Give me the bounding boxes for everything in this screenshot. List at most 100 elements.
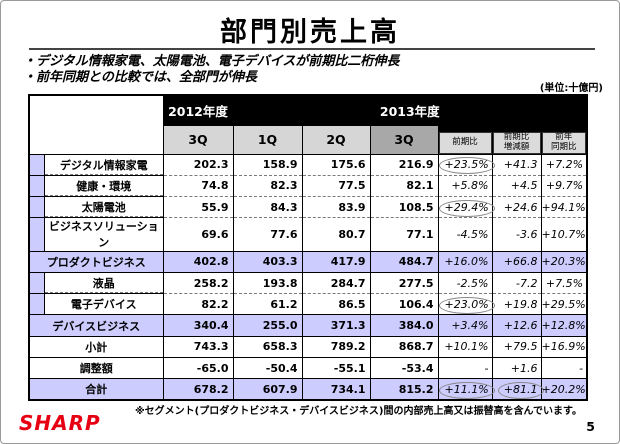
- row-label: 太陽電池: [28, 196, 164, 219]
- cell-2012-3q: 743.3: [162, 336, 234, 358]
- cell-qoq-diff: +81.1: [491, 378, 544, 401]
- cell-1q: -50.4: [232, 357, 303, 380]
- row-label: ビジネスソリューション: [28, 217, 164, 252]
- segment-sales-table: 2012年度 2013年度 3Q 1Q 2Q 3Q 前期比 前期比 増減額 前年…: [28, 94, 589, 401]
- footnote: ※セグメント(プロダクトビジネス・デバイスビジネス)間の内部売上高又は振替高を含…: [134, 406, 582, 417]
- cell-yoy: +20.2%: [540, 378, 588, 401]
- circle-highlight: +23.5%: [438, 157, 495, 175]
- cell-1q: 158.9: [232, 154, 303, 176]
- cell-qoq-diff: +12.6: [491, 314, 542, 337]
- cell-3q: 277.5: [369, 272, 439, 295]
- cell-3q: 815.2: [369, 378, 439, 401]
- row-business-solutions: ビジネスソリューション 69.6 77.6 80.7 77.1 -4.5% -3…: [28, 217, 588, 252]
- cell-yoy: +94.1%: [540, 196, 588, 219]
- cell-3q: 484.7: [369, 251, 439, 273]
- sharp-logo: SHARP: [19, 411, 101, 435]
- cell-1q: 658.3: [232, 336, 303, 358]
- header-fy2012: 2012年度: [162, 94, 234, 126]
- cell-2q: 86.5: [301, 293, 371, 316]
- cell-1q: 607.9: [232, 378, 303, 401]
- header-2012-3q: 3Q: [162, 124, 234, 155]
- cell-qoq-diff: +66.8: [491, 251, 542, 273]
- cell-2012-3q: 202.3: [162, 154, 234, 176]
- row-lcd: 液晶 258.2 193.8 284.7 277.5 -2.5% -7.2 +7…: [28, 272, 588, 295]
- cell-qoq-diff: -7.2: [491, 272, 542, 295]
- header-qoq: 前期比: [437, 124, 493, 155]
- header-qoq-label: 前期比: [438, 131, 492, 154]
- cell-yoy: +16.9%: [540, 336, 588, 358]
- cell-qoq-diff: +24.6: [491, 196, 542, 219]
- cell-1q: 403.3: [232, 251, 303, 273]
- cell-3q: 216.9: [369, 154, 439, 176]
- row-digital-av: デジタル情報家電 202.3 158.9 175.6 216.9 +23.5% …: [28, 154, 588, 176]
- page-number: 5: [586, 419, 595, 434]
- cell-qoq-diff: -3.6: [491, 217, 542, 252]
- cell-qoq-diff: +79.5: [491, 336, 542, 358]
- header-quarter-row: 3Q 1Q 2Q 3Q 前期比 前期比 増減額 前年 同期比: [29, 124, 588, 155]
- row-label: 液晶: [28, 272, 164, 295]
- cell-yoy: +7.2%: [540, 154, 588, 176]
- cell-qoq: +11.1%: [437, 378, 495, 401]
- row-total: 合計 678.2 607.9 734.1 815.2 +11.1% +81.1 …: [28, 378, 588, 401]
- row-label: 電子デバイス: [28, 293, 164, 316]
- row-health-environment: 健康・環境 74.8 82.3 77.5 82.1 +5.8% +4.5 +9.…: [28, 175, 588, 198]
- cell-3q: 868.7: [369, 336, 439, 358]
- cell-2012-3q: 74.8: [162, 175, 234, 198]
- unit-label: (単位:十億円): [539, 83, 603, 94]
- row-label: デジタル情報家電: [28, 154, 164, 176]
- title-divider: [29, 48, 595, 50]
- row-product-business: プロダクトビジネス 402.8 403.3 417.9 484.7 +16.0%…: [28, 251, 588, 273]
- row-label: 合計: [28, 378, 164, 401]
- header-fy2013: 2013年度: [232, 94, 588, 126]
- cell-2q: 284.7: [301, 272, 371, 295]
- cell-yoy: +9.7%: [540, 175, 588, 198]
- cell-2q: 734.1: [301, 378, 371, 401]
- cell-yoy: +12.8%: [540, 314, 588, 337]
- cell-qoq-diff: +1.6: [491, 357, 542, 380]
- cell-qoq: +23.0%: [437, 293, 495, 316]
- cell-2012-3q: 258.2: [162, 272, 234, 295]
- cell-qoq-diff: +41.3: [491, 154, 542, 176]
- row-label: 健康・環境: [28, 175, 164, 198]
- header-3q: 3Q: [369, 124, 439, 155]
- header-yoy: 前年 同期比: [540, 124, 588, 155]
- corner-cell: [28, 94, 164, 155]
- cell-2012-3q: 69.6: [162, 217, 234, 252]
- cell-qoq: +3.4%: [437, 314, 493, 337]
- row-electronic-devices: 電子デバイス 82.2 61.2 86.5 106.4 +23.0% +19.8…: [28, 293, 588, 316]
- cell-yoy: +7.5%: [540, 272, 588, 295]
- circle-highlight: +11.1%: [438, 381, 495, 399]
- cell-3q: -53.4: [369, 357, 439, 380]
- cell-qoq: +10.1%: [437, 336, 493, 358]
- cell-2q: 417.9: [301, 251, 371, 273]
- header-1q: 1Q: [232, 124, 303, 155]
- cell-1q: 255.0: [232, 314, 303, 337]
- cell-qoq: +23.5%: [437, 154, 495, 176]
- cell-qoq: -4.5%: [437, 217, 493, 252]
- summary-bullets: ・デジタル情報家電、太陽電池、電子デバイスが前期比二桁伸長 ・前年同期との比較で…: [23, 54, 499, 86]
- circle-highlight: +29.4%: [438, 199, 495, 217]
- circle-highlight: +81.1: [497, 381, 544, 399]
- row-label: 小計: [28, 336, 164, 358]
- cell-qoq: +5.8%: [437, 175, 493, 198]
- cell-2q: 175.6: [301, 154, 371, 176]
- cell-2012-3q: 340.4: [162, 314, 234, 337]
- cell-2q: 789.2: [301, 336, 371, 358]
- circle-highlight: +23.0%: [438, 296, 495, 314]
- cell-1q: 77.6: [232, 217, 303, 252]
- header-qoq-diff: 前期比 増減額: [491, 124, 542, 155]
- bullet-line-1: ・デジタル情報家電、太陽電池、電子デバイスが前期比二桁伸長: [23, 54, 400, 69]
- cell-2q: 83.9: [301, 196, 371, 219]
- cell-2q: 80.7: [301, 217, 371, 252]
- cell-2012-3q: 402.8: [162, 251, 234, 273]
- row-adjustments: 調整額 -65.0 -50.4 -55.1 -53.4 - +1.6 -: [28, 357, 588, 380]
- cell-2q: -55.1: [301, 357, 371, 380]
- cell-2012-3q: 82.2: [162, 293, 234, 316]
- row-label: プロダクトビジネス: [28, 251, 164, 273]
- cell-yoy: +10.7%: [540, 217, 588, 252]
- cell-yoy: +20.3%: [540, 251, 588, 273]
- row-label: デバイスビジネス: [28, 314, 164, 337]
- cell-1q: 82.3: [232, 175, 303, 198]
- cell-3q: 106.4: [369, 293, 439, 316]
- header-year-row: 2012年度 2013年度: [28, 94, 588, 155]
